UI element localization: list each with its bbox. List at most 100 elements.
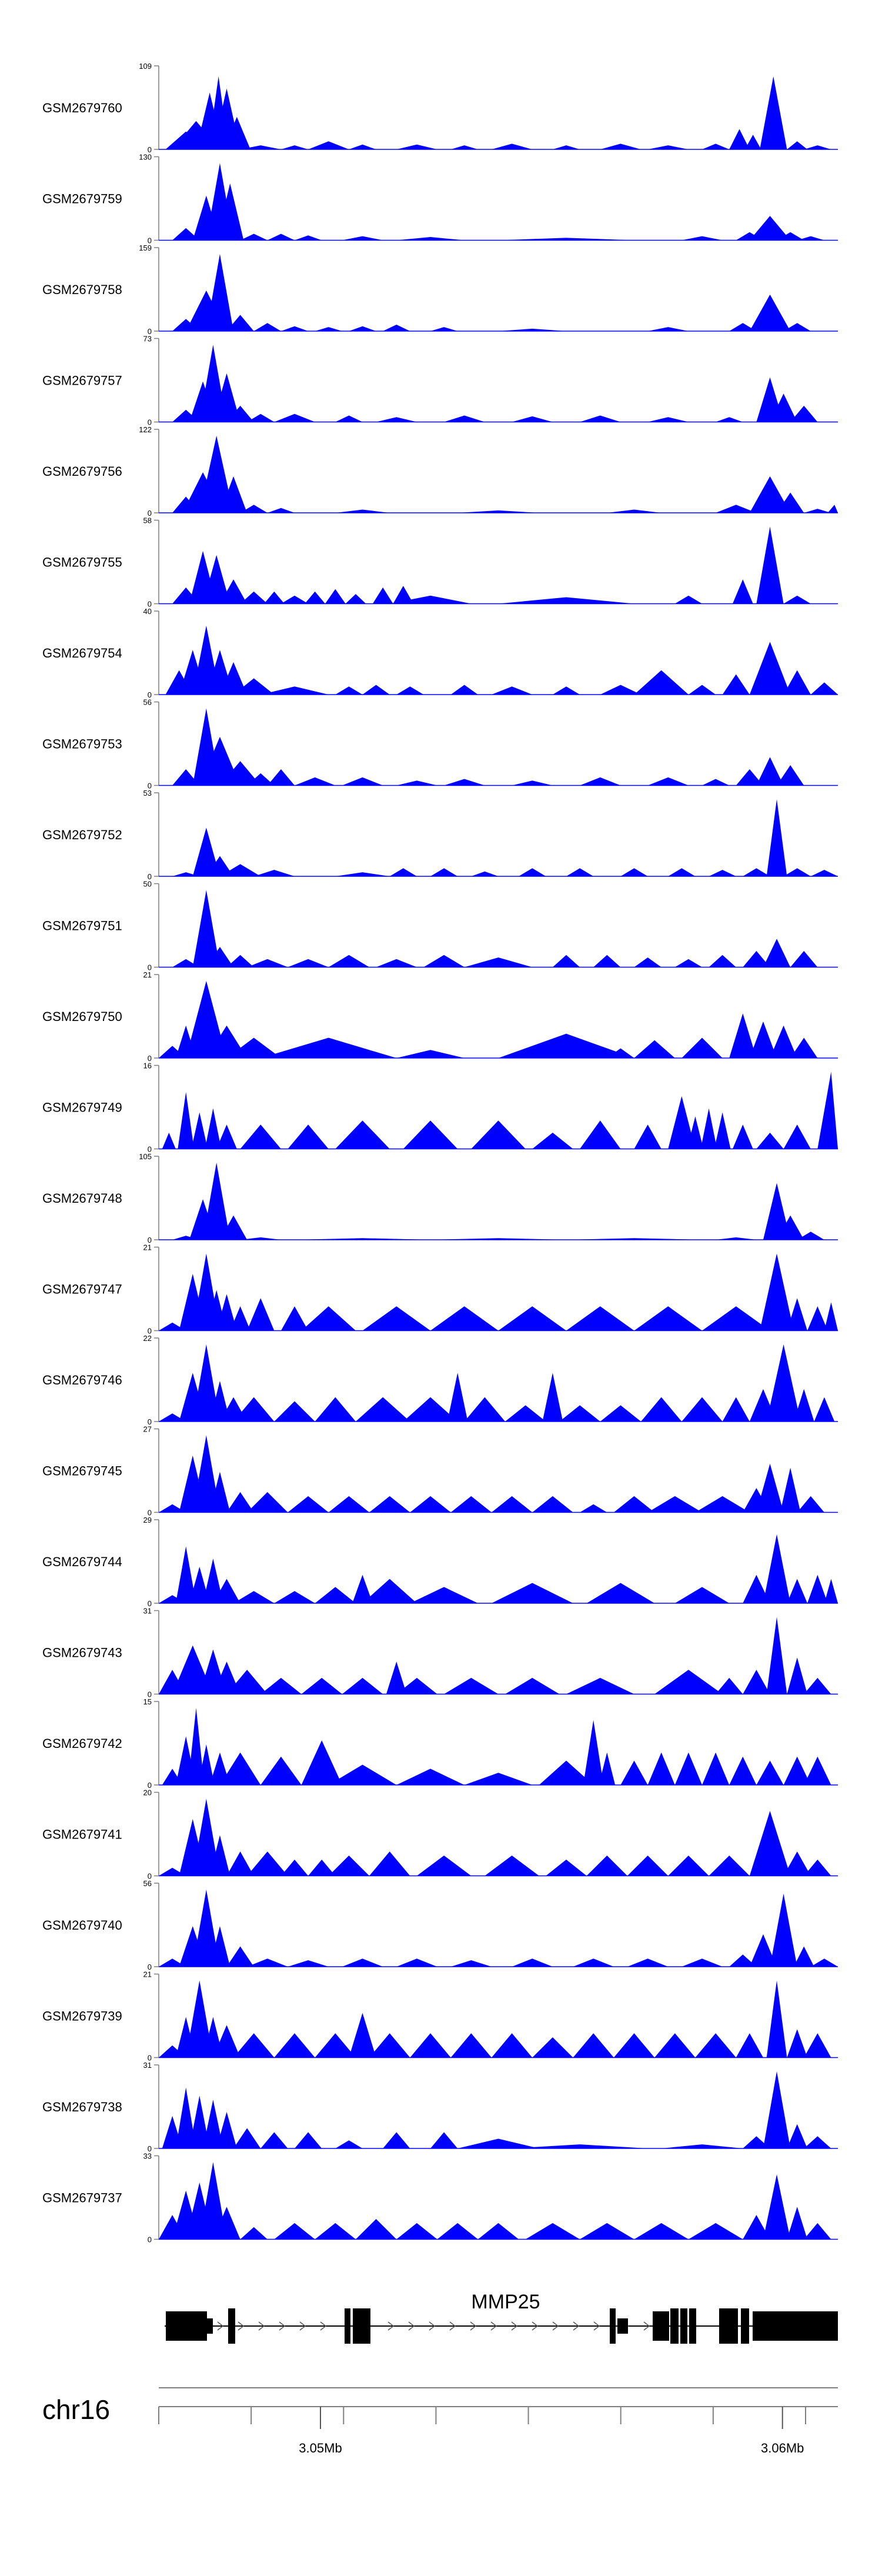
coverage-peak — [172, 872, 200, 876]
coverage-peak — [743, 1574, 770, 1603]
y-axis-max-label: 20 — [143, 1788, 152, 1797]
coverage-peak — [240, 1237, 281, 1240]
track-GSM2679752: GSM2679752 53 0 — [42, 789, 838, 881]
track-label: GSM2679760 — [42, 101, 122, 115]
coverage-peak — [206, 253, 234, 331]
coverage-peak — [804, 2033, 831, 2058]
y-axis-max-label: 58 — [143, 516, 152, 525]
exon — [680, 2308, 687, 2344]
coverage-peak — [464, 1397, 506, 1422]
track-label: GSM2679743 — [42, 1646, 122, 1660]
coverage-peak — [674, 1587, 730, 1603]
coverage-peak — [226, 405, 254, 422]
coverage-peak — [787, 2124, 808, 2148]
coverage-peak — [580, 777, 621, 786]
coverage-peak — [512, 416, 553, 422]
coverage-peak — [362, 685, 390, 695]
strand-arrow-icon — [470, 2321, 477, 2331]
coverage-peak — [396, 144, 437, 149]
track-label: GSM2679749 — [42, 1100, 122, 1115]
coverage-peak — [335, 686, 363, 695]
coverage-peak — [783, 1756, 811, 1785]
coverage-peak — [199, 2162, 227, 2240]
coverage-peak — [260, 1756, 302, 1785]
coverage-peak — [695, 1496, 750, 1513]
coverage-peak — [749, 1934, 777, 1967]
exon — [610, 2308, 616, 2344]
coverage-peak — [213, 2207, 240, 2240]
coverage-peak — [188, 1707, 205, 1785]
strand-arrow-icon — [258, 2321, 265, 2331]
coverage-peak — [267, 769, 295, 786]
coverage-peak — [542, 1373, 563, 1422]
y-axis-max-label: 122 — [139, 425, 152, 434]
coverage-peak — [355, 2219, 397, 2240]
coverage-peak — [328, 1856, 370, 1876]
coverage-peak — [301, 1740, 342, 1785]
coverage-peak — [505, 1677, 560, 1694]
coverage-peak — [396, 1050, 465, 1058]
y-axis-min-label: 0 — [148, 1781, 152, 1790]
coverage-peak — [491, 2033, 533, 2058]
coverage-peak — [213, 1661, 240, 1694]
y-axis-min-label: 0 — [148, 327, 152, 336]
coverage-peak — [627, 1856, 669, 1876]
coverage-peak — [716, 1677, 743, 1694]
coverage-peak — [416, 1856, 472, 1876]
strand-arrow-icon — [429, 2321, 436, 2331]
coverage-peak — [586, 1856, 627, 1876]
y-axis-max-label: 53 — [143, 789, 152, 798]
track-GSM2679755: GSM2679755 58 0 — [42, 516, 838, 609]
coverage-peak — [159, 1504, 186, 1513]
y-axis-min-label: 0 — [148, 236, 152, 245]
strand-arrow-icon — [217, 2321, 224, 2331]
y-axis-min-label: 0 — [148, 782, 152, 790]
coverage-peak — [783, 323, 811, 331]
coverage-peak — [206, 1025, 248, 1058]
coverage-peak — [247, 773, 275, 786]
coverage-peak — [240, 2227, 268, 2240]
coverage-peak — [213, 373, 240, 422]
coverage-peak — [491, 686, 533, 695]
coverage-peak — [512, 1958, 553, 1967]
coverage-peak — [372, 587, 393, 604]
coverage-peak — [674, 595, 702, 604]
coverage-peak — [410, 1587, 478, 1603]
coverage-peak — [580, 415, 621, 422]
track-GSM2679740: GSM2679740 56 0 — [42, 1879, 838, 1971]
y-axis-min-label: 0 — [148, 418, 152, 427]
coverage-peak — [159, 1413, 186, 1422]
coverage-peak — [559, 1405, 600, 1422]
coverage-peak — [233, 1397, 275, 1422]
coverage-peak — [308, 1859, 336, 1876]
coverage-peak — [804, 2136, 831, 2148]
coverage-peak — [634, 1040, 675, 1058]
coverage-peak — [716, 1237, 757, 1240]
coverage-peak — [396, 2223, 437, 2240]
coverage-peak — [763, 1534, 791, 1603]
coverage-peak — [192, 1344, 220, 1422]
coverage-peak — [743, 1670, 770, 1694]
coverage-peak — [471, 871, 499, 876]
exon — [741, 2308, 749, 2344]
coverage-peak — [749, 476, 791, 513]
coverage-peak — [430, 1238, 566, 1240]
y-axis-max-label: 159 — [139, 243, 152, 252]
coverage-peak — [807, 1306, 828, 1331]
coverage-peak — [240, 1125, 281, 1149]
coverage-peak — [722, 1397, 750, 1422]
strand-arrow-icon — [511, 2321, 518, 2331]
coverage-peak — [634, 2223, 689, 2240]
coverage-peak — [209, 1381, 230, 1422]
coverage-peak — [797, 1232, 824, 1240]
coverage-peak — [389, 595, 472, 604]
coverage-peak — [233, 1591, 275, 1603]
coverage-peak — [240, 591, 268, 604]
coverage-peak — [305, 591, 325, 604]
coverage-peak — [233, 678, 275, 695]
coverage-peak — [573, 2033, 614, 2058]
coverage-peak — [216, 2111, 237, 2148]
coverage-peak — [586, 1583, 655, 1603]
coverage-peak — [301, 1306, 356, 1331]
coverage-peak — [189, 2095, 210, 2148]
